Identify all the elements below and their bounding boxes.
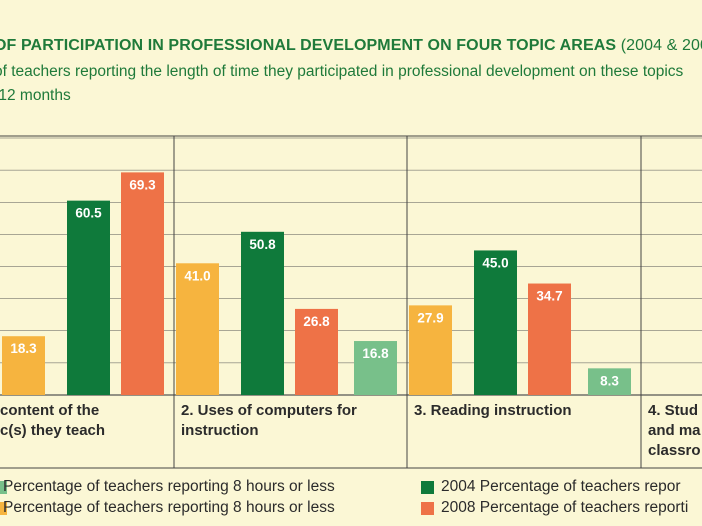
data-label: 41.0 [184, 268, 210, 283]
bar-series2-cat1 [2, 336, 45, 395]
legend-swatch-series1 [0, 481, 7, 494]
bar-series3-cat1 [67, 200, 110, 395]
data-label: 69.3 [129, 177, 156, 192]
bar-series1-cat3 [354, 341, 397, 395]
legend-label-series1: Percentage of teachers reporting 8 hours… [3, 478, 335, 495]
category-label: instruction [181, 422, 259, 439]
category-label: c(s) they teach [0, 422, 105, 439]
legend-label-series4: 2008 Percentage of teachers reporti [441, 499, 689, 516]
chart-subtitle-line1: of teachers reporting the length of time… [0, 63, 684, 80]
data-label: 16.8 [362, 346, 389, 361]
data-label: 26.8 [303, 314, 330, 329]
bar-series4-cat3 [528, 283, 571, 395]
category-label: content of the [0, 402, 99, 419]
legend-swatch-series3 [421, 481, 434, 494]
chart-title: OF PARTICIPATION IN PROFESSIONAL DEVELOP… [0, 37, 702, 54]
category-label: 4. Stud [648, 402, 698, 419]
bar-series3-cat2 [241, 231, 284, 395]
legend-label-series2: Percentage of teachers reporting 8 hours… [3, 499, 335, 516]
data-label: 8.3 [600, 373, 619, 388]
legend-label-series3: 2004 Percentage of teachers repor [441, 478, 681, 495]
bar-series2-cat3 [409, 305, 452, 395]
bar-series1-cat4 [588, 368, 631, 395]
data-label: 18.3 [10, 341, 37, 356]
category-label: classro [648, 442, 701, 459]
data-label: 27.9 [417, 310, 443, 325]
data-label: 50.8 [249, 237, 276, 252]
data-label: 45.0 [482, 255, 508, 270]
category-label: and ma [648, 422, 701, 439]
bar-series3-cat3 [474, 250, 517, 395]
bar-series2-cat2 [176, 263, 219, 395]
category-label: 3. Reading instruction [414, 402, 572, 419]
chart-subtitle-line2: st 12 months [0, 87, 71, 104]
bar-series4-cat2 [295, 308, 338, 395]
category-label: 2. Uses of computers for [181, 402, 357, 419]
bar-series4-cat1 [121, 172, 164, 395]
legend-swatch-series2 [0, 502, 7, 515]
data-label: 60.5 [75, 206, 102, 221]
legend-swatch-series4 [421, 502, 434, 515]
data-label: 34.7 [536, 289, 562, 304]
